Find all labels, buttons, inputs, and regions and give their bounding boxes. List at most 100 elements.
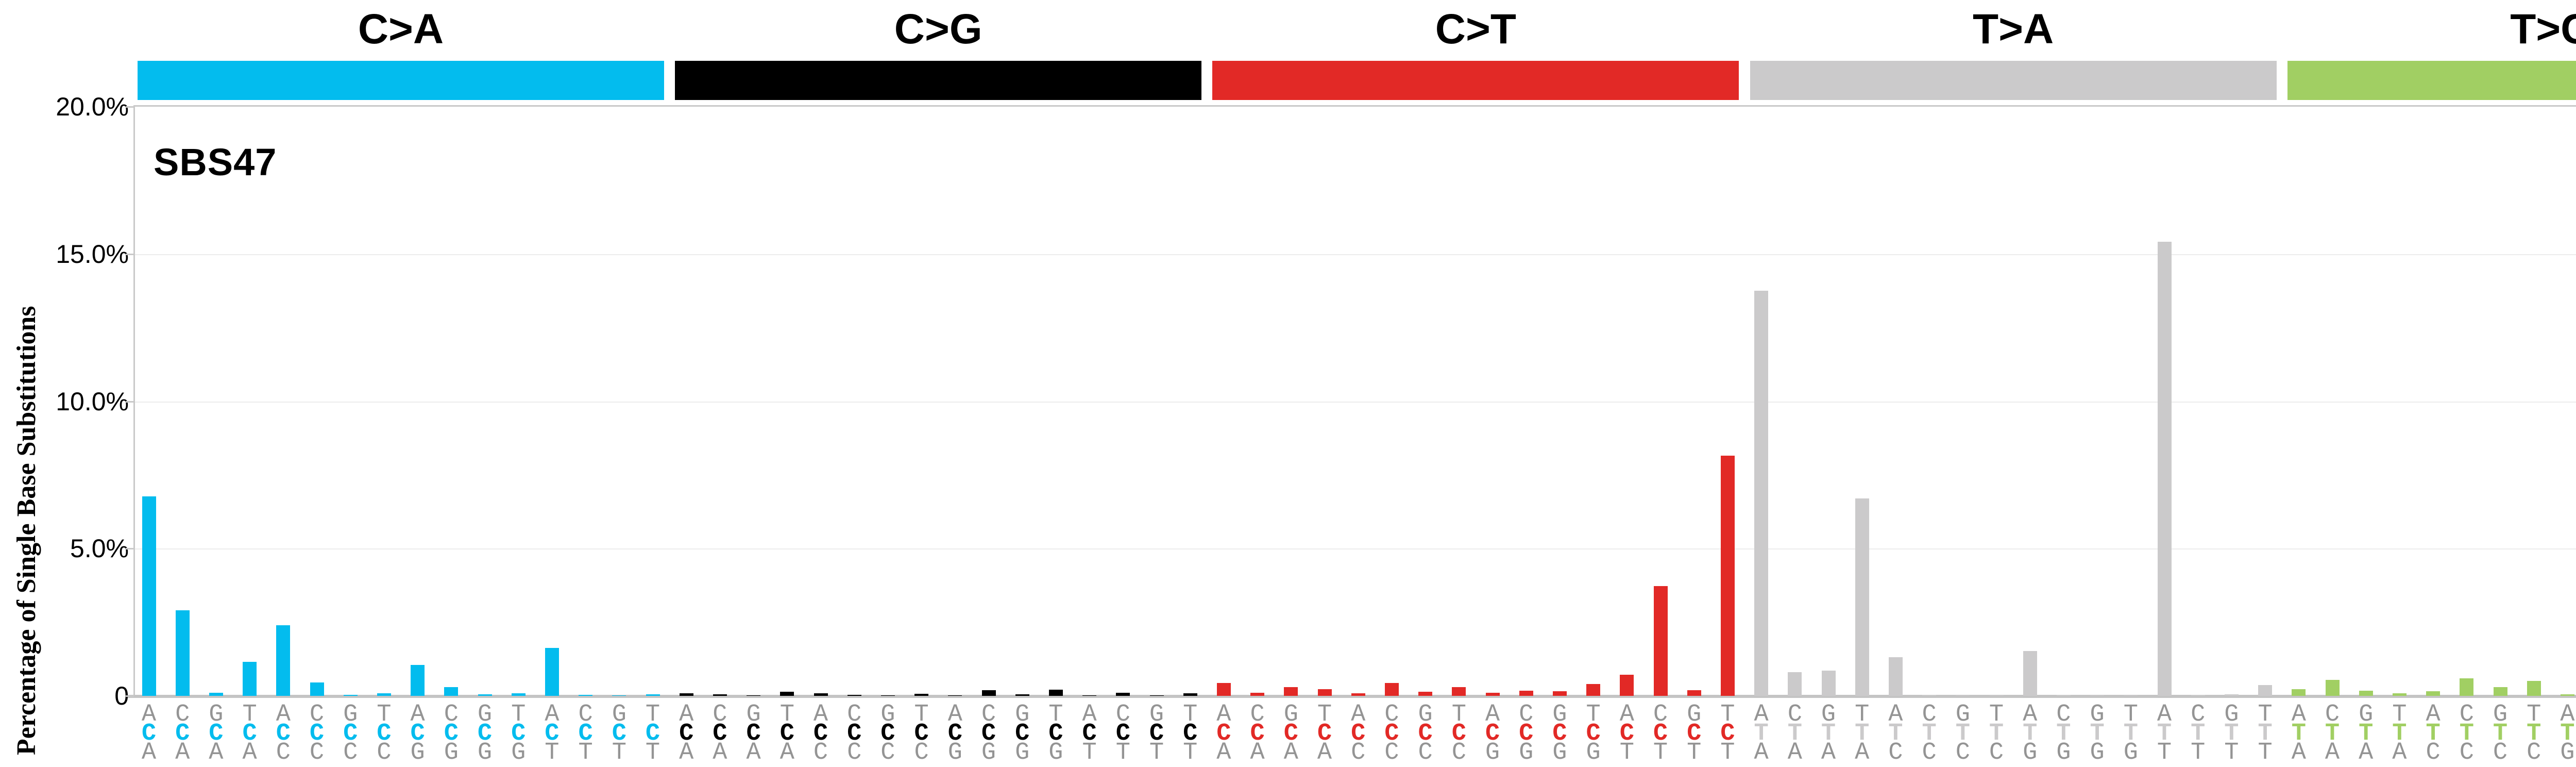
- bar-T>A-ATA: [1754, 291, 1769, 696]
- x-label-char-1: A: [713, 739, 727, 766]
- x-label-char-2: C: [713, 720, 727, 747]
- x-label-char-2: T: [1888, 720, 1903, 747]
- bar-C>T-GCC: [1519, 691, 1533, 696]
- bar-C>T-GCG: [1552, 691, 1567, 696]
- x-label-char-2: T: [2359, 720, 2374, 747]
- x-label-char-2: T: [2191, 720, 2206, 747]
- x-label-char-3: T: [1183, 701, 1198, 728]
- x-label-char-2: T: [1855, 720, 1870, 747]
- x-label-char-1: T: [1653, 739, 1668, 766]
- bar-T>A-GTT: [2124, 695, 2138, 696]
- x-label-char-3: C: [2325, 701, 2340, 728]
- x-label-char-2: C: [1619, 720, 1634, 747]
- x-label-char-3: G: [1283, 701, 1298, 728]
- x-label-char-2: T: [2325, 720, 2340, 747]
- x-label-char-3: G: [1955, 701, 1970, 728]
- x-label-char-2: T: [1787, 720, 1802, 747]
- x-label-char-2: C: [981, 720, 996, 747]
- bar-C>G-ACC: [713, 694, 727, 696]
- x-label-char-2: T: [2090, 720, 2105, 747]
- x-label-char-1: C: [1888, 739, 1903, 766]
- x-label-char-1: C: [276, 739, 291, 766]
- page-title: SBS47: [154, 141, 277, 184]
- bar-C>G-CCG: [880, 695, 895, 696]
- x-label-char-2: C: [1250, 720, 1265, 747]
- x-label-char-3: G: [343, 701, 358, 728]
- bar-T>A-GTA: [2023, 651, 2037, 696]
- x-label-char-2: C: [779, 720, 794, 747]
- x-label-char-1: G: [981, 739, 996, 766]
- x-label-char-2: C: [377, 720, 392, 747]
- x-label-char-1: A: [209, 739, 224, 766]
- x-label-char-3: T: [1451, 701, 1466, 728]
- x-label-char-3: A: [2157, 701, 2172, 728]
- y-tick-label-0: 0: [114, 681, 129, 710]
- x-label-char-1: T: [545, 739, 560, 766]
- y-tick-label-5.0%: 5.0%: [70, 534, 129, 563]
- x-label-char-1: A: [2325, 739, 2340, 766]
- x-label-char-1: G: [2023, 739, 2038, 766]
- x-label-char-1: C: [1922, 739, 1937, 766]
- x-label-char-1: G: [2560, 739, 2575, 766]
- x-label-char-2: C: [1115, 720, 1130, 747]
- x-label-char-2: T: [2291, 720, 2306, 747]
- x-label-char-1: T: [612, 739, 626, 766]
- x-label-char-1: T: [1720, 739, 1735, 766]
- bar-C>G-TCG: [1149, 695, 1164, 696]
- x-label-char-1: G: [2090, 739, 2105, 766]
- x-label-char-1: A: [141, 739, 157, 766]
- bar-C>T-TCA: [1620, 674, 1634, 696]
- bar-C>G-GCT: [1048, 690, 1063, 696]
- bar-T>C-CTT: [2527, 680, 2541, 696]
- x-label-char-3: G: [2090, 701, 2105, 728]
- x-label-char-2: C: [1586, 720, 1601, 747]
- x-label-char-3: C: [713, 701, 727, 728]
- x-label-char-1: C: [813, 739, 828, 766]
- x-label-char-1: G: [1519, 739, 1534, 766]
- x-label-char-2: C: [813, 720, 828, 747]
- x-label-char-2: C: [545, 720, 560, 747]
- bar-C>T-TCT: [1720, 455, 1735, 696]
- x-label-char-3: C: [1250, 701, 1265, 728]
- x-label-char-2: T: [2123, 720, 2138, 747]
- bar-C>A-GCA: [411, 665, 425, 696]
- x-label-char-2: T: [2560, 720, 2575, 747]
- group-header-label-T>C: T>C: [2510, 6, 2576, 53]
- bar-T>A-CTG: [1956, 695, 1970, 696]
- x-label-char-2: C: [914, 720, 929, 747]
- bar-C>T-CCT: [1452, 687, 1466, 696]
- x-label-char-2: C: [880, 720, 895, 747]
- x-label-char-3: A: [1888, 701, 1903, 728]
- x-label-char-3: C: [1115, 701, 1130, 728]
- bar-C>G-GCC: [981, 690, 996, 696]
- bar-C>G-TCA: [1082, 695, 1097, 696]
- x-label-char-3: C: [847, 701, 862, 728]
- bar-C>G-CCT: [914, 694, 929, 696]
- x-label-char-3: A: [679, 701, 694, 728]
- x-label-char-1: G: [511, 739, 526, 766]
- bar-C>T-TCC: [1653, 586, 1668, 696]
- x-label-char-2: C: [1183, 720, 1198, 747]
- x-label-char-1: G: [2123, 739, 2138, 766]
